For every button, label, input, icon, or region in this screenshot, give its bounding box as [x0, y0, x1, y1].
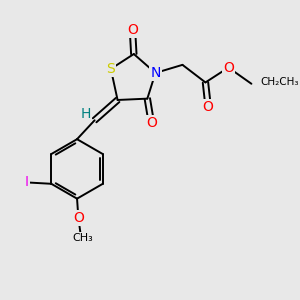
Text: O: O: [146, 116, 157, 130]
Text: N: N: [150, 66, 161, 80]
Text: O: O: [223, 61, 234, 74]
Text: S: S: [106, 62, 115, 76]
Text: I: I: [25, 176, 29, 189]
Text: H: H: [81, 107, 91, 121]
Text: O: O: [203, 100, 214, 114]
Text: O: O: [73, 211, 84, 225]
Text: CH₃: CH₃: [72, 233, 93, 243]
Text: CH₂CH₃: CH₂CH₃: [261, 77, 299, 87]
Text: O: O: [127, 23, 138, 37]
